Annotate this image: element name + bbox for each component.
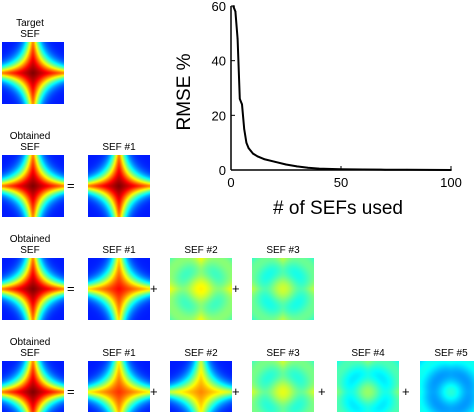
rmse-data-point <box>318 167 320 170</box>
x-tick-label: 0 <box>227 175 234 190</box>
sef-title: SEF #2 <box>184 245 218 256</box>
y-tick-label: 20 <box>212 108 226 123</box>
equals-sign: = <box>67 281 75 296</box>
x-tick-label: 100 <box>440 175 462 190</box>
sef-title: SEF #4 <box>351 348 385 359</box>
y-axis-label: RMSE % <box>174 53 195 130</box>
sef-obtained-tile <box>2 258 64 320</box>
plus-sign: + <box>232 384 240 399</box>
plus-sign: + <box>150 281 158 296</box>
rmse-data-point <box>384 168 386 171</box>
rmse-data-point <box>238 98 241 100</box>
y-tick-label: 40 <box>212 54 226 69</box>
sef-title: SEF #2 <box>184 348 218 359</box>
chart-marks <box>232 5 452 171</box>
sef-component-tile <box>170 258 232 320</box>
sef-component-tile <box>420 361 474 412</box>
sef-obtained-tile <box>2 361 64 412</box>
sef-title: SEF #3 <box>266 348 300 359</box>
rmse-data-point <box>340 168 342 171</box>
rmse-data-point <box>428 168 430 171</box>
row-label: Target SEF <box>16 18 44 40</box>
rmse-series-line <box>232 5 452 171</box>
rmse-data-point <box>285 163 287 166</box>
row-label: Obtained SEF <box>9 131 51 153</box>
y-tick-label: 60 <box>212 0 226 14</box>
plus-sign: + <box>232 281 240 296</box>
sef-component-tile <box>337 361 399 412</box>
sef-component-tile <box>252 258 314 320</box>
sef-title: SEF #1 <box>102 348 136 359</box>
rmse-data-point <box>362 168 364 171</box>
rmse-data-point <box>296 165 298 168</box>
x-tick-label: 50 <box>334 175 348 190</box>
rmse-data-point <box>245 141 248 144</box>
rmse-data-point <box>263 158 265 160</box>
rmse-data-point <box>256 155 259 158</box>
sef-title: SEF #5 <box>434 348 468 359</box>
sef-title: SEF #1 <box>102 142 136 153</box>
rmse-data-point <box>232 5 235 7</box>
rmse-data-point <box>406 168 408 171</box>
row-label: Obtained SEF <box>9 337 51 359</box>
rmse-data-point <box>307 166 309 169</box>
sef-component-tile <box>88 258 150 320</box>
rmse-data-point <box>243 128 246 130</box>
sef-component-tile <box>252 361 314 412</box>
chart-axes: 0 50 100 0 20 40 60 <box>212 0 462 190</box>
plus-sign: + <box>318 384 326 399</box>
sef-obtained-tile <box>2 155 64 217</box>
rmse-data-point <box>274 160 276 163</box>
sef-component-tile <box>88 361 150 412</box>
rmse-data-point <box>252 152 254 155</box>
rmse-data-point <box>249 149 252 152</box>
sef-component-tile <box>88 155 150 217</box>
sef-target-tile <box>2 42 64 104</box>
rmse-data-point <box>450 169 452 171</box>
sef-component-tile <box>170 361 232 412</box>
rmse-data-point <box>241 103 243 106</box>
x-axis-label: # of SEFs used <box>273 198 403 219</box>
plus-sign: + <box>150 384 158 399</box>
rmse-data-point <box>247 147 250 150</box>
y-tick-label: 0 <box>219 163 226 178</box>
plus-sign: + <box>402 384 410 399</box>
sef-title: SEF #3 <box>266 245 300 256</box>
rmse-data-point <box>236 37 239 40</box>
sef-title: SEF #1 <box>102 245 136 256</box>
row-label: Obtained SEF <box>9 234 51 256</box>
equals-sign: = <box>67 178 75 193</box>
rmse-data-point <box>234 10 237 13</box>
equals-sign: = <box>67 384 75 399</box>
